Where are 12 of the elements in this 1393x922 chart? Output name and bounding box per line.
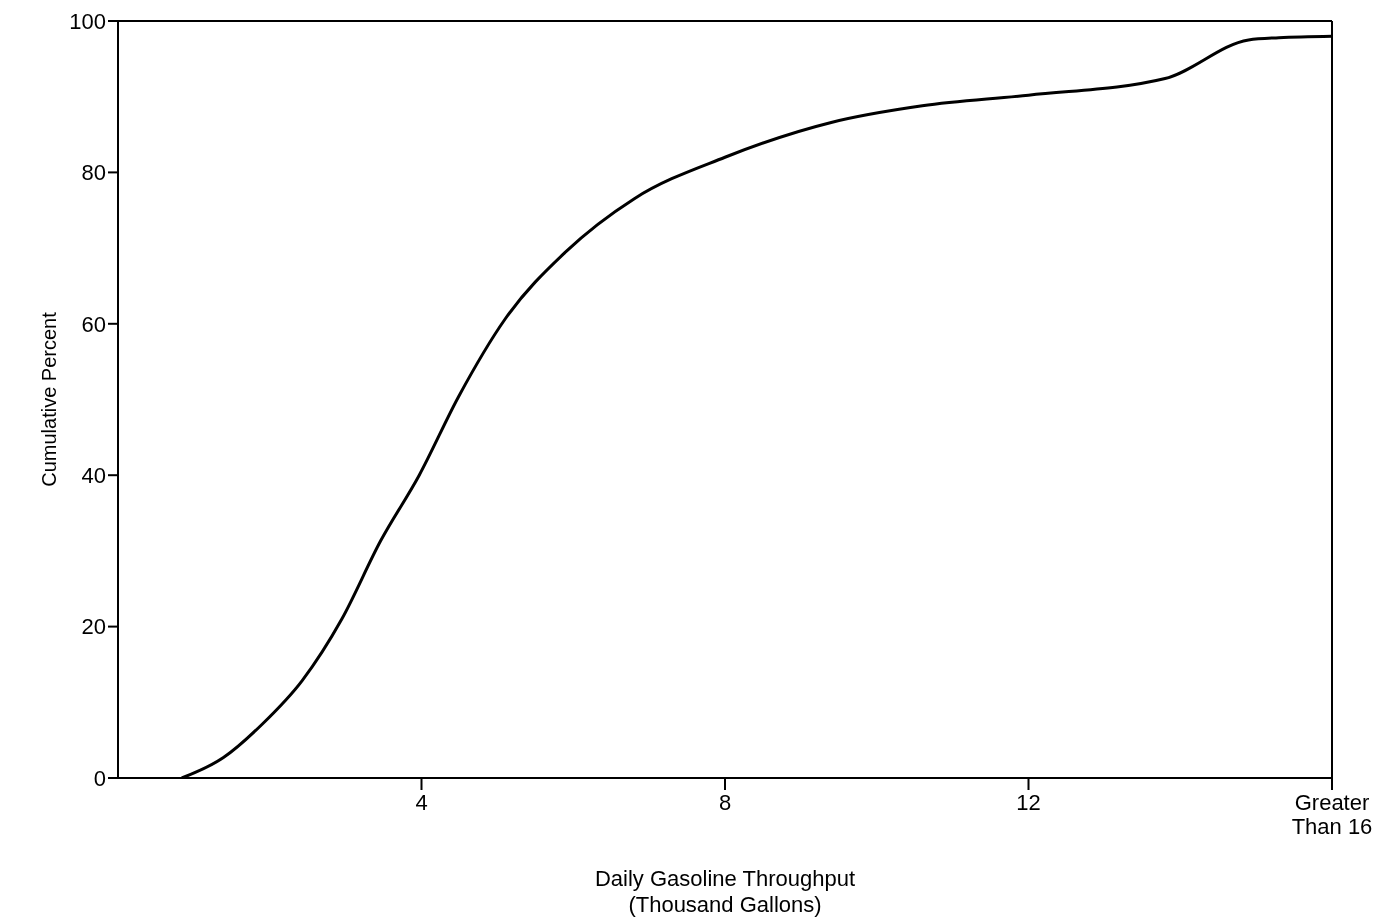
y-axis-title: Cumulative Percent [38,311,60,487]
x-axis-title: Daily Gasoline Throughput (Thousand Gallons) [594,866,856,917]
x-tick-label: 4 [415,790,428,815]
x-tick-label: 8 [718,790,732,815]
x-tick-label: Greater Than 16 [1291,790,1373,839]
y-tick-label: 60 [81,311,106,337]
y-tick-label: 40 [81,463,106,489]
x-tick-label: 12 [1016,790,1041,815]
y-tick-label: 0 [93,765,106,791]
y-tick-label: 20 [81,614,106,640]
y-tick-label: 100 [69,8,106,34]
y-tick-label: 80 [81,160,106,186]
